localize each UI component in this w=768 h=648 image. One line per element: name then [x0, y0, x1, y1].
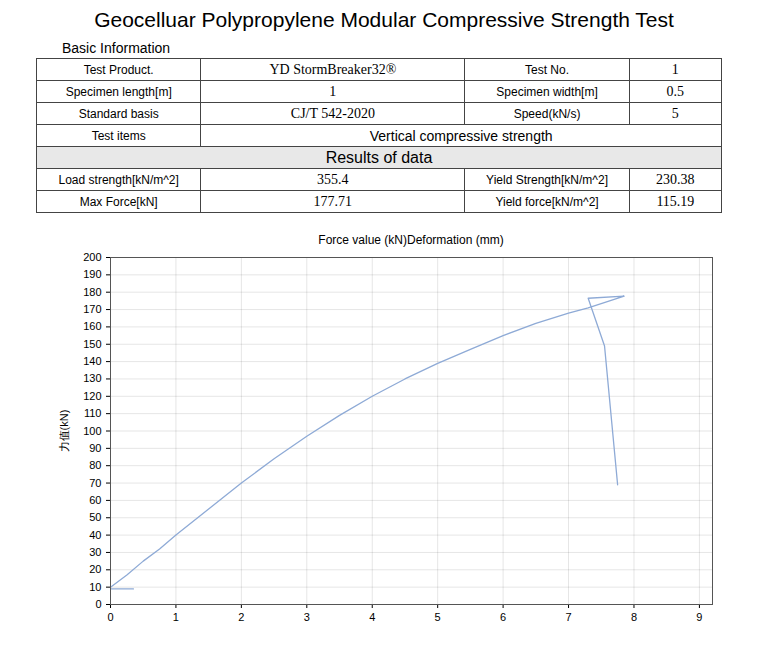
html-text:355.4: 355.4 [317, 171, 349, 187]
svg-text:180: 180 [83, 286, 101, 298]
html-text:Specimen width[m]: Specimen width[m] [496, 84, 598, 99]
html-text:Vertical compressive strength: Vertical compressive strength [369, 127, 553, 144]
svg-text:7: 7 [565, 611, 571, 623]
html-text:Max Force[kN]: Max Force[kN] [79, 194, 158, 209]
svg-text:110: 110 [84, 407, 102, 419]
html-text:0.5: 0.5 [666, 83, 685, 99]
html-text:Standard basis: Standard basis [78, 106, 159, 121]
svg-text:9: 9 [696, 611, 702, 623]
svg-text:30: 30 [89, 546, 101, 558]
svg-text:70: 70 [89, 477, 101, 489]
svg-text:150: 150 [83, 338, 101, 350]
svg-text:1: 1 [173, 611, 179, 623]
html-text:Force value (kN)Deformation (m: Force value (kN)Deformation (mm) [318, 233, 504, 247]
html-text:230.38: 230.38 [656, 171, 695, 187]
html-text:1: 1 [329, 83, 337, 99]
svg-text:6: 6 [500, 611, 506, 623]
svg-text:100: 100 [83, 425, 101, 437]
svg-text:5: 5 [435, 611, 441, 623]
svg-text:10: 10 [89, 581, 101, 593]
html-text:177.71: 177.71 [313, 193, 353, 209]
svg-text:20: 20 [89, 563, 101, 575]
html-text:Geocelluar Polypropylene Modul: Geocelluar Polypropylene Modular Compres… [94, 8, 674, 31]
html-text:5: 5 [671, 105, 679, 121]
html-text:Specimen length[m]: Specimen length[m] [65, 84, 172, 99]
svg-text:8: 8 [631, 611, 637, 623]
svg-text:80: 80 [89, 459, 101, 471]
html-text:Yield force[kN/m^2]: Yield force[kN/m^2] [495, 194, 599, 209]
html-text:Test items: Test items [91, 128, 146, 143]
svg-text:140: 140 [83, 355, 101, 367]
html-text:Test Product.: Test Product. [83, 62, 154, 77]
html-text:Speed(kN/s): Speed(kN/s) [513, 106, 581, 121]
svg-text:190: 190 [83, 268, 101, 280]
html-text:Basic Information: Basic Information [62, 40, 171, 56]
html-text:YD StormBreaker32®: YD StormBreaker32® [269, 61, 397, 77]
svg-text:2: 2 [238, 611, 244, 623]
svg-text:力值(kN): 力值(kN) [58, 410, 70, 453]
html-text:115.19: 115.19 [656, 193, 695, 209]
svg-text:3: 3 [304, 611, 310, 623]
svg-text:160: 160 [83, 320, 101, 332]
html-text:Test No.: Test No. [525, 62, 569, 77]
html-text:CJ/T 542-2020: CJ/T 542-2020 [290, 105, 375, 121]
svg-text:200: 200 [83, 251, 101, 263]
svg-text:50: 50 [89, 511, 101, 523]
svg-text:4: 4 [369, 611, 375, 623]
svg-text:0: 0 [95, 598, 101, 610]
svg-text:60: 60 [89, 494, 101, 506]
html-text:Yield Strength[kN/m^2]: Yield Strength[kN/m^2] [486, 172, 608, 187]
html-text:1: 1 [671, 61, 679, 77]
html-text:Results of data: Results of data [325, 148, 433, 166]
html-text:Load strength[kN/m^2]: Load strength[kN/m^2] [58, 172, 179, 187]
svg-text:40: 40 [89, 529, 101, 541]
svg-text:170: 170 [83, 303, 101, 315]
svg-text:120: 120 [83, 390, 101, 402]
svg-text:90: 90 [89, 442, 101, 454]
svg-text:0: 0 [107, 611, 113, 623]
svg-text:130: 130 [83, 372, 101, 384]
